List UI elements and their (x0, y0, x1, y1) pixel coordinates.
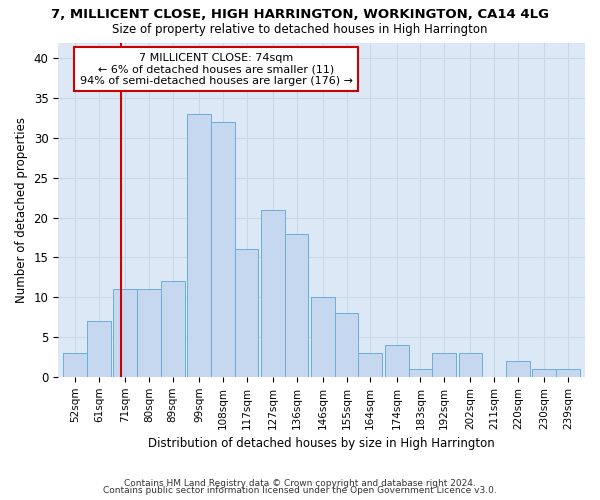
Text: 7, MILLICENT CLOSE, HIGH HARRINGTON, WORKINGTON, CA14 4LG: 7, MILLICENT CLOSE, HIGH HARRINGTON, WOR… (51, 8, 549, 20)
Y-axis label: Number of detached properties: Number of detached properties (15, 116, 28, 302)
Bar (432, 353, 456, 377)
Bar (137, 290, 161, 377)
Bar (358, 353, 382, 377)
Bar (385, 345, 409, 377)
Bar (161, 282, 185, 377)
Bar (409, 369, 432, 377)
Bar (235, 250, 259, 377)
Bar (284, 234, 308, 377)
Bar (113, 290, 137, 377)
Bar (458, 353, 482, 377)
X-axis label: Distribution of detached houses by size in High Harrington: Distribution of detached houses by size … (148, 437, 495, 450)
Text: 7 MILLICENT CLOSE: 74sqm
← 6% of detached houses are smaller (11)
94% of semi-de: 7 MILLICENT CLOSE: 74sqm ← 6% of detache… (80, 52, 353, 86)
Bar (532, 369, 556, 377)
Text: Contains HM Land Registry data © Crown copyright and database right 2024.: Contains HM Land Registry data © Crown c… (124, 478, 476, 488)
Bar (261, 210, 284, 377)
Bar (211, 122, 235, 377)
Bar (187, 114, 211, 377)
Bar (506, 361, 530, 377)
Bar (87, 321, 111, 377)
Bar (64, 353, 87, 377)
Bar (556, 369, 580, 377)
Text: Size of property relative to detached houses in High Harrington: Size of property relative to detached ho… (112, 22, 488, 36)
Bar (311, 297, 335, 377)
Text: Contains public sector information licensed under the Open Government Licence v3: Contains public sector information licen… (103, 486, 497, 495)
Bar (335, 313, 358, 377)
